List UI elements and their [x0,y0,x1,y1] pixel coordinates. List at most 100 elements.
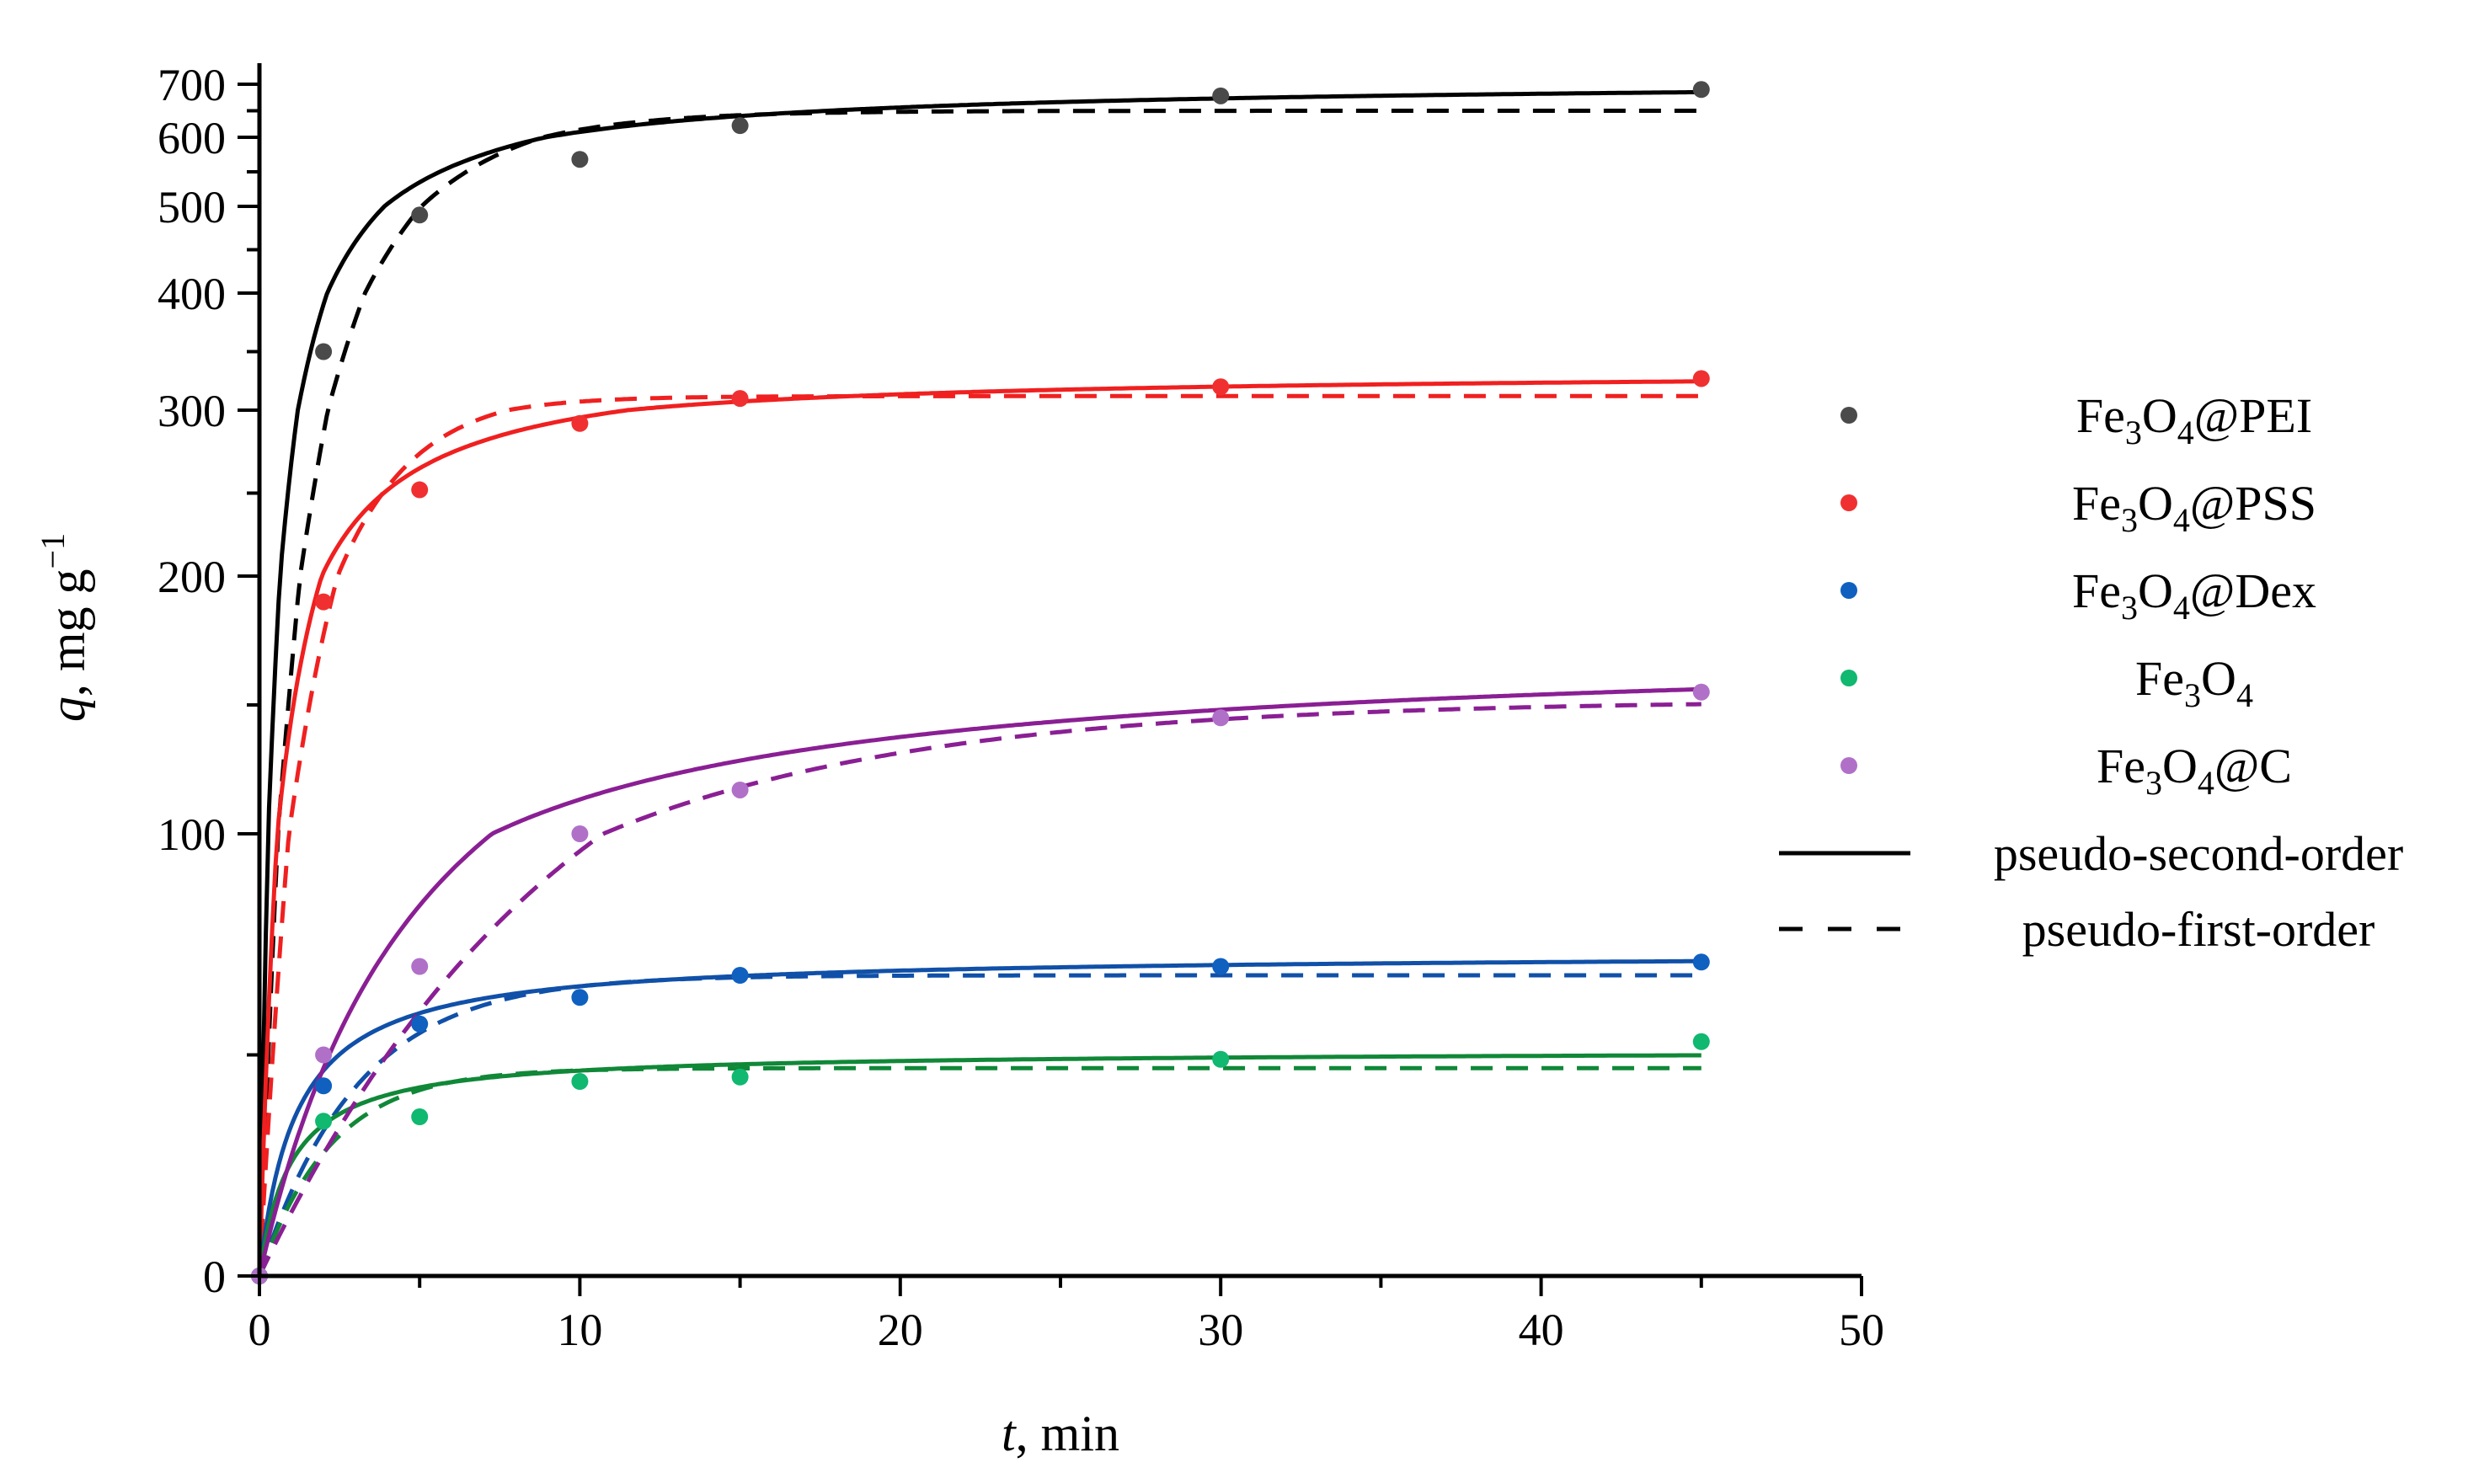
legend-label-part: O [2162,739,2198,793]
pfo-fit-curve-3 [257,1065,1701,1277]
legend-label-part: @PSS [2190,476,2316,531]
y-tick-label: 0 [203,1252,226,1302]
fit-curves [257,89,1701,1278]
data-point-1-4 [731,390,749,408]
y-tick-label: 100 [158,809,226,860]
pfo-fit-curve-0 [257,109,1701,1277]
data-point-0-2 [411,206,429,224]
legend-marker-0 [1840,407,1857,424]
pfo-fit-curve-2 [257,973,1701,1277]
data-point-2-6 [1692,953,1710,971]
legend-label-subscript: 3 [2121,589,2138,627]
data-point-4-1 [315,1046,333,1064]
pso-fit-curve-1 [257,379,1701,1277]
data-point-3-5 [1212,1050,1230,1068]
y-tick-label: 400 [158,269,226,319]
x-tick-label: 10 [557,1305,602,1355]
x-axis-title: t, min [1002,1406,1119,1461]
legend-marker-2 [1840,582,1857,599]
y-tick-label: 500 [158,182,226,232]
legend-label-subscript: 3 [2121,501,2138,539]
legend-label-4: Fe3O4@C [2097,739,2292,802]
legend-label-part: @Dex [2190,563,2316,618]
legend-label-subscript: 4 [2177,414,2194,451]
y-axis-var: q [40,697,95,722]
legend-label-part: Fe [2135,651,2184,706]
legend-label-part: O [2138,476,2173,531]
pfo-fit-curve-1 [257,393,1701,1277]
data-point-3-3 [571,1073,589,1090]
legend-label-part: O [2201,651,2236,706]
legend-label-subscript: 4 [2236,676,2253,714]
legend-label-part: O [2142,388,2177,443]
data-point-2-4 [731,967,749,984]
y-axis-unit-exponent: −1 [34,533,72,569]
pfo-fit-curve-4 [257,702,1701,1278]
x-axis-var: t [1002,1406,1017,1461]
legend-marker-4 [1840,757,1857,774]
legend-label-3: Fe3O4 [2135,651,2253,714]
legend-marker-1 [1840,494,1857,511]
y-tick-label: 200 [158,552,226,602]
pso-fit-curve-3 [257,1053,1701,1277]
x-tick-label: 30 [1198,1305,1243,1355]
data-point-3-4 [731,1068,749,1086]
legend-label-subscript: 3 [2125,414,2142,451]
legend-label-2: Fe3O4@Dex [2072,563,2316,627]
data-point-4-4 [731,781,749,798]
legend-label-1: Fe3O4@PSS [2072,476,2316,539]
data-point-3-6 [1692,1033,1710,1050]
pso-fit-curve-0 [257,89,1701,1277]
data-point-2-3 [571,989,589,1006]
data-point-2-1 [315,1077,333,1095]
legend-fit-label-0: pseudo-second-order [1994,826,2403,881]
legend-label-part: Fe [2072,476,2121,531]
legend-label-part: @C [2214,739,2292,793]
data-point-0-3 [571,151,589,168]
legend-label-part: Fe [2072,563,2121,618]
pso-fit-curve-2 [257,958,1701,1277]
data-point-2-5 [1212,958,1230,975]
legend-label-subscript: 3 [2184,676,2201,714]
legend-label-subscript: 4 [2173,501,2190,539]
data-points [251,81,1710,1284]
legend-label-subscript: 4 [2173,589,2190,627]
legend-label-part: @PEI [2194,388,2312,443]
legend-label-0: Fe3O4@PEI [2076,388,2312,451]
legend-marker-3 [1840,670,1857,686]
data-point-0-1 [315,343,333,360]
legend-label-part: Fe [2097,739,2145,793]
x-tick-label: 40 [1519,1305,1564,1355]
x-tick-label: 20 [878,1305,923,1355]
y-tick-label: 600 [158,113,226,163]
data-point-1-2 [411,481,429,499]
y-tick-label: 700 [158,60,226,110]
data-point-4-3 [571,825,589,842]
y-tick-label: 300 [158,386,226,436]
data-point-1-6 [1692,370,1710,387]
pso-fit-curve-4 [257,686,1701,1277]
data-point-0-6 [1692,81,1710,99]
legend-fit-label-1: pseudo-first-order [2022,902,2375,957]
data-point-3-1 [315,1113,333,1130]
x-axis-unit: , min [1016,1406,1119,1461]
legend-label-subscript: 4 [2198,764,2214,802]
data-point-4-2 [411,958,429,975]
data-point-3-2 [411,1108,429,1125]
legend: Fe3O4@PEIFe3O4@PSSFe3O4@DexFe3O4Fe3O4@Cp… [1779,388,2403,957]
y-axis-unit: , mg g [40,569,95,697]
data-point-2-2 [411,1015,429,1033]
data-point-0-4 [731,117,749,135]
legend-label-part: O [2138,563,2173,618]
legend-label-subscript: 3 [2145,764,2162,802]
data-point-4-6 [1692,683,1710,701]
legend-label-part: Fe [2076,388,2125,443]
data-point-0-5 [1212,87,1230,104]
y-axis-title: q, mg g−1 [34,533,95,722]
data-point-4-5 [1212,709,1230,727]
data-point-1-1 [315,593,333,611]
x-tick-label: 50 [1839,1305,1884,1355]
data-point-1-5 [1212,378,1230,396]
